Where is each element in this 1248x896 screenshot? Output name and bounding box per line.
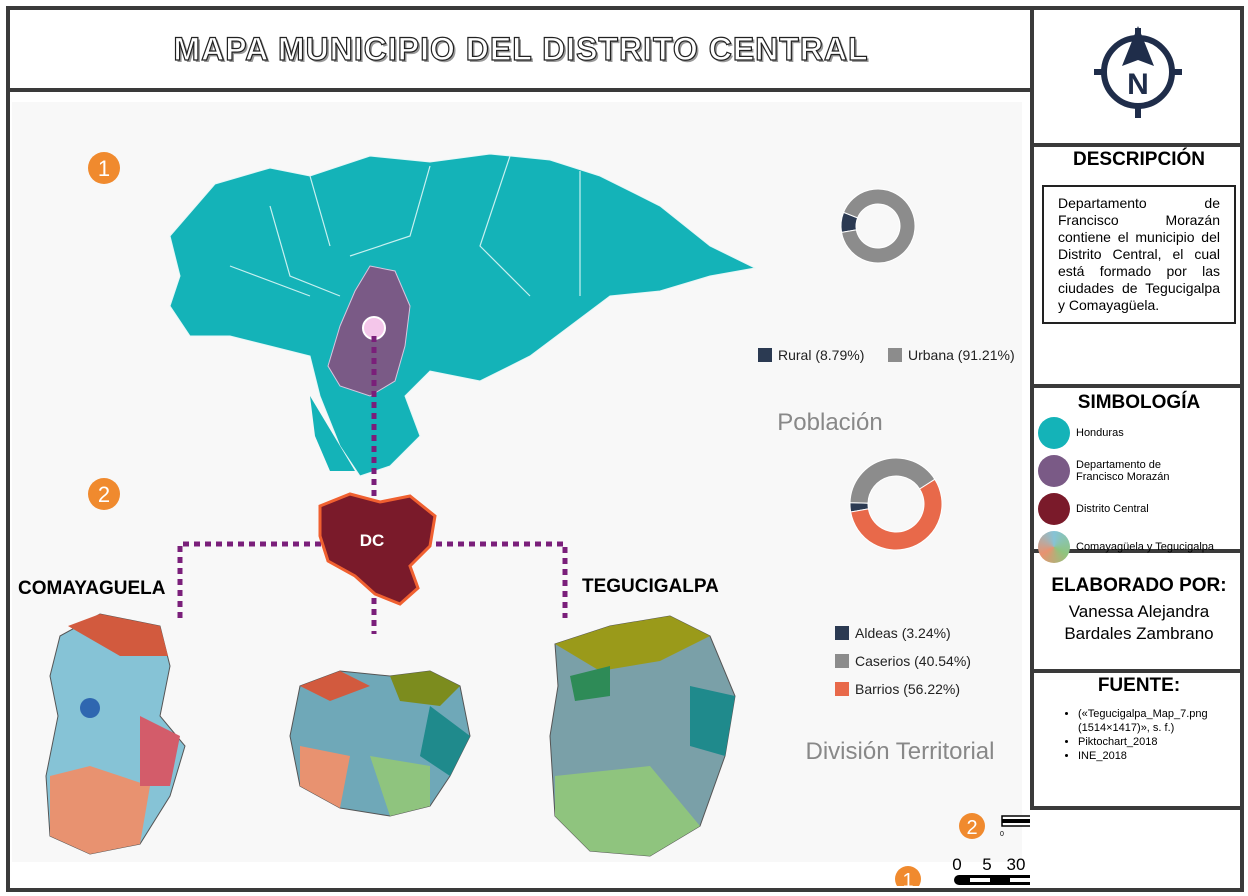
legend-swatch xyxy=(835,654,849,668)
chart-title: Población xyxy=(777,409,882,436)
dc-label: DC xyxy=(360,531,385,550)
frame xyxy=(6,6,1244,892)
source: («Tegucigalpa_Map_7.png (1514×1417)», s.… xyxy=(1078,707,1244,735)
legend-label: Urbana (91.21%) xyxy=(908,347,1015,363)
scale-label: 30 xyxy=(1007,855,1026,874)
comayaguela-map xyxy=(45,613,186,855)
legend-swatch xyxy=(888,348,902,362)
symbology-box: SIMBOLOGÍA Honduras Departamento de Fran… xyxy=(1030,384,1244,563)
marker: 1 xyxy=(902,870,913,886)
symbology-item: Departamento de Francisco Morazán xyxy=(1076,459,1170,483)
source: INE_2018 xyxy=(1078,749,1244,763)
compass-letter: N xyxy=(1127,68,1149,101)
symbology-item: Distrito Central xyxy=(1076,503,1149,515)
scale-label: 5 xyxy=(982,855,991,874)
title: MAPA MUNICIPIO DEL DISTRITO CENTRAL xyxy=(10,10,1032,92)
city-label: TEGUCIGALPA xyxy=(582,576,719,597)
map-area: COMAYAGUELA TEGUCIGALPA DC 1 2 1 2 123 m… xyxy=(12,102,1030,886)
marker: 2 xyxy=(98,482,110,507)
author-title: ELABORADO POR: xyxy=(1051,575,1227,596)
legend-swatch xyxy=(835,626,849,640)
scale-label: 0 xyxy=(952,855,961,874)
source: Piktochart_2018 xyxy=(1078,735,1244,749)
marker: 1 xyxy=(98,156,110,181)
author-name: Vanessa Alejandra Bardales Zambrano xyxy=(1064,602,1214,643)
sources-box: FUENTE: («Tegucigalpa_Map_7.png (1514×14… xyxy=(1030,669,1244,810)
legend-label: Rural (8.79%) xyxy=(778,347,864,363)
sources-title: FUENTE: xyxy=(1097,675,1181,696)
marker: 2 xyxy=(966,817,977,839)
legend-swatch xyxy=(758,348,772,362)
description-text: Departamento de Francisco Morazán contie… xyxy=(1042,185,1236,324)
description-title: DESCRIPCIÓN xyxy=(1073,149,1205,170)
legend-label: Barrios (56.22%) xyxy=(855,681,960,697)
legend-label: Caserios (40.54%) xyxy=(855,653,971,669)
legend-swatch xyxy=(835,682,849,696)
symbology-title: SIMBOLOGÍA xyxy=(1077,392,1201,413)
symbology-item: Comayagüela y Tegucigalpa xyxy=(1076,541,1214,553)
donut-slice xyxy=(840,188,916,264)
city-label: COMAYAGUELA xyxy=(18,578,166,599)
sources-list: («Tegucigalpa_Map_7.png (1514×1417)», s.… xyxy=(1034,707,1244,763)
tegucigalpa-map xyxy=(549,615,736,857)
donut-slice xyxy=(850,478,943,551)
chart-title: División Territorial xyxy=(806,738,995,765)
center-map xyxy=(289,670,471,817)
compass: N xyxy=(1094,26,1182,118)
description-box: DESCRIPCIÓN Departamento de Francisco Mo… xyxy=(1030,143,1244,388)
compass-box: N xyxy=(1030,6,1244,147)
legend-label: Aldeas (3.24%) xyxy=(855,625,951,641)
author-box: ELABORADO POR: Vanessa Alejandra Bardale… xyxy=(1030,549,1244,673)
symbology-item: Honduras xyxy=(1076,427,1124,439)
scale-label: 0 xyxy=(1000,831,1004,838)
